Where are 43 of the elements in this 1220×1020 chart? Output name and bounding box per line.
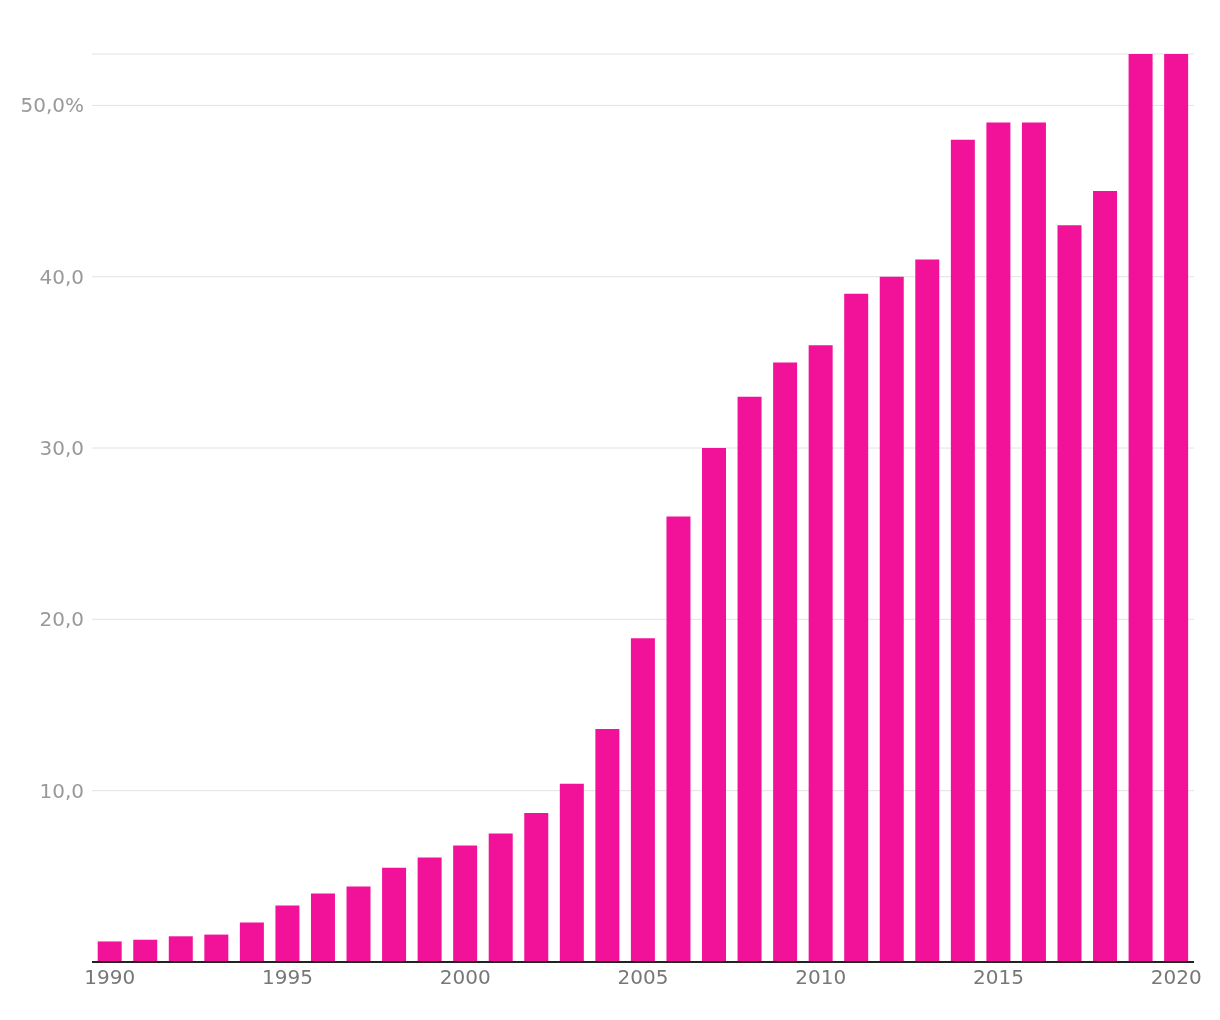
x-tick-label: 1990	[84, 965, 136, 990]
y-tick-label: 30,0	[39, 436, 84, 461]
bar	[666, 516, 691, 962]
bar	[950, 139, 975, 962]
y-tick-label: 40,0	[39, 264, 84, 289]
bar	[382, 867, 407, 962]
bar	[702, 448, 727, 962]
bar	[1021, 122, 1046, 962]
x-tick-label: 2005	[617, 965, 669, 990]
bar	[808, 345, 833, 962]
bar	[133, 939, 158, 962]
bar	[168, 936, 193, 962]
bar	[204, 934, 229, 962]
x-tick-label: 2015	[973, 965, 1024, 990]
x-tick-label: 2020	[1150, 965, 1202, 990]
bar	[1057, 225, 1082, 962]
bar	[524, 812, 549, 962]
y-tick-label: 20,0	[39, 607, 84, 632]
bar	[346, 886, 371, 962]
bar	[275, 905, 300, 962]
bar	[595, 729, 620, 962]
bar	[453, 845, 478, 962]
bar	[1128, 54, 1153, 962]
x-tick-label: 2010	[795, 965, 847, 990]
bar	[773, 362, 798, 962]
bar	[97, 941, 122, 962]
bar	[844, 293, 869, 962]
bar	[488, 833, 513, 962]
y-tick-label: 10,0	[39, 778, 84, 803]
bar	[915, 259, 940, 962]
bar	[559, 783, 584, 962]
bar	[417, 857, 442, 962]
x-tick-label: 1995	[262, 965, 313, 990]
y-tick-label: 50,0%	[20, 93, 84, 118]
bar	[1164, 54, 1189, 962]
bar	[986, 122, 1011, 962]
x-tick-label: 2000	[439, 965, 491, 990]
bar	[879, 276, 904, 962]
bar	[1093, 191, 1118, 962]
bar	[310, 893, 335, 962]
bar	[737, 396, 762, 962]
bar	[239, 922, 264, 962]
bar	[630, 638, 655, 962]
